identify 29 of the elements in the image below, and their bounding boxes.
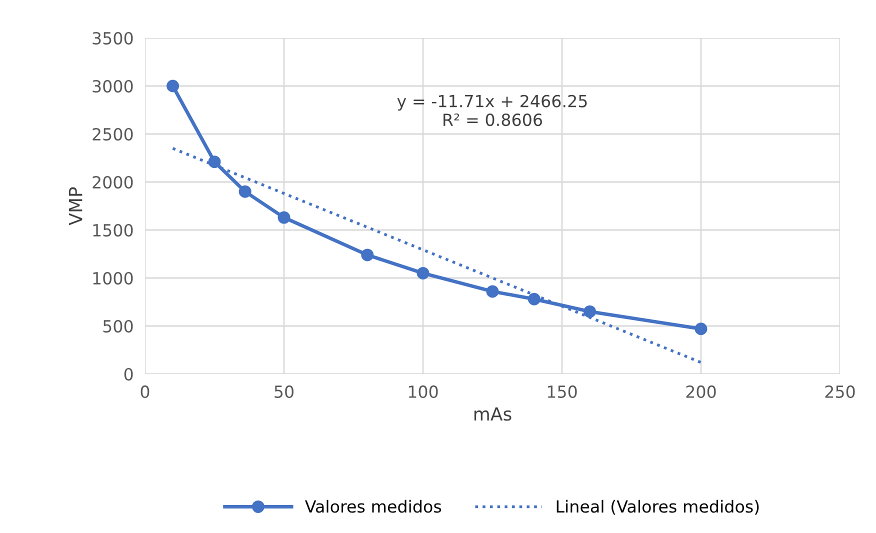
point: [584, 305, 596, 318]
y-tick-label: 3500: [92, 32, 133, 45]
y-tick-label: 1000: [93, 272, 133, 285]
y-tick-label: 2500: [92, 128, 133, 141]
legend-label: Lineal (Valores medidos): [556, 500, 759, 515]
x-tick-label: 50: [274, 385, 294, 398]
point: [238, 185, 252, 198]
point: [278, 211, 290, 224]
annotation: y = -11.71x + 2466.25 R² = 0.8606: [397, 94, 587, 126]
y-tick-label: 2000: [92, 176, 133, 189]
point: [166, 80, 180, 92]
y-tick-label: 3000: [92, 80, 133, 93]
point: [486, 285, 499, 298]
x-tick-label: 150: [548, 385, 577, 398]
y-axis-title: VMP: [69, 187, 82, 226]
x-axis-title: mAs: [474, 407, 512, 421]
point: [208, 156, 221, 168]
y-tick-label: 0: [124, 368, 133, 381]
point: [694, 322, 708, 336]
point: [361, 248, 374, 262]
y-tick-label: 500: [103, 320, 133, 333]
y-tick-label: 1500: [93, 224, 133, 237]
x-tick-label: 100: [408, 385, 438, 398]
x-tick-label: 0: [140, 385, 150, 398]
x-tick-label: 250: [825, 385, 855, 398]
point: [416, 266, 430, 280]
point: [528, 292, 540, 306]
x-tick-label: 200: [686, 385, 716, 398]
legend-label: Valores medidos: [305, 500, 442, 513]
